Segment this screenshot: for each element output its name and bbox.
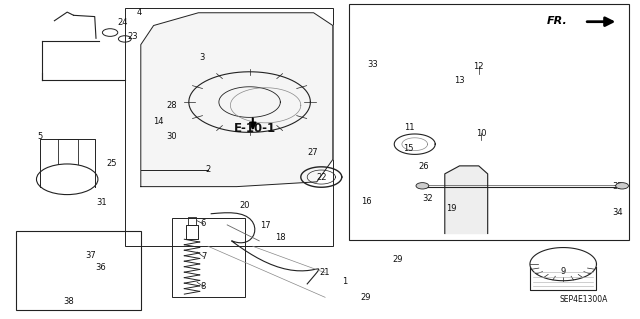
Text: 33: 33 bbox=[367, 60, 378, 69]
Text: 35: 35 bbox=[612, 182, 623, 191]
Circle shape bbox=[416, 182, 429, 189]
Text: 10: 10 bbox=[476, 129, 486, 138]
Text: 24: 24 bbox=[118, 18, 128, 27]
Text: 9: 9 bbox=[561, 267, 566, 276]
Text: 22: 22 bbox=[316, 173, 326, 182]
Text: 29: 29 bbox=[361, 293, 371, 302]
Text: 2: 2 bbox=[205, 165, 211, 174]
Text: SEP4E1300A: SEP4E1300A bbox=[559, 295, 608, 304]
Bar bbox=[125, 8, 333, 246]
Text: FR.: FR. bbox=[547, 16, 567, 26]
Text: 38: 38 bbox=[64, 297, 74, 306]
Text: 30: 30 bbox=[166, 132, 177, 141]
Bar bbox=[212, 13, 294, 106]
Text: 16: 16 bbox=[361, 197, 371, 206]
Text: 12: 12 bbox=[474, 62, 484, 71]
Text: 21: 21 bbox=[320, 268, 330, 277]
Text: 34: 34 bbox=[612, 208, 623, 217]
Bar bbox=[349, 4, 629, 240]
Text: 7: 7 bbox=[201, 252, 206, 261]
Circle shape bbox=[616, 182, 628, 189]
Text: 18: 18 bbox=[275, 233, 285, 242]
Text: 17: 17 bbox=[260, 221, 271, 230]
Text: 37: 37 bbox=[86, 251, 96, 260]
Polygon shape bbox=[141, 13, 333, 187]
Text: 5: 5 bbox=[37, 132, 42, 141]
Text: 20: 20 bbox=[239, 201, 250, 210]
Text: 29: 29 bbox=[393, 255, 403, 263]
Text: 28: 28 bbox=[166, 101, 177, 110]
Text: 15: 15 bbox=[403, 144, 413, 153]
Text: 23: 23 bbox=[128, 32, 138, 41]
Text: 27: 27 bbox=[307, 148, 317, 157]
Text: 26: 26 bbox=[419, 162, 429, 171]
Text: 13: 13 bbox=[454, 76, 465, 85]
Text: 14: 14 bbox=[154, 117, 164, 126]
Text: 4: 4 bbox=[137, 8, 142, 17]
Text: 11: 11 bbox=[404, 123, 415, 132]
Bar bbox=[16, 231, 141, 310]
Polygon shape bbox=[445, 166, 488, 234]
Bar bbox=[172, 218, 245, 297]
Text: 6: 6 bbox=[201, 219, 206, 228]
Text: E-10-1: E-10-1 bbox=[234, 122, 276, 135]
Text: 36: 36 bbox=[96, 263, 106, 272]
Text: 32: 32 bbox=[422, 194, 433, 203]
Text: 8: 8 bbox=[201, 282, 206, 291]
Text: 19: 19 bbox=[446, 204, 456, 213]
Text: 3: 3 bbox=[199, 53, 204, 62]
Text: 25: 25 bbox=[107, 159, 117, 168]
Text: 31: 31 bbox=[96, 198, 106, 207]
Text: 1: 1 bbox=[342, 277, 347, 286]
